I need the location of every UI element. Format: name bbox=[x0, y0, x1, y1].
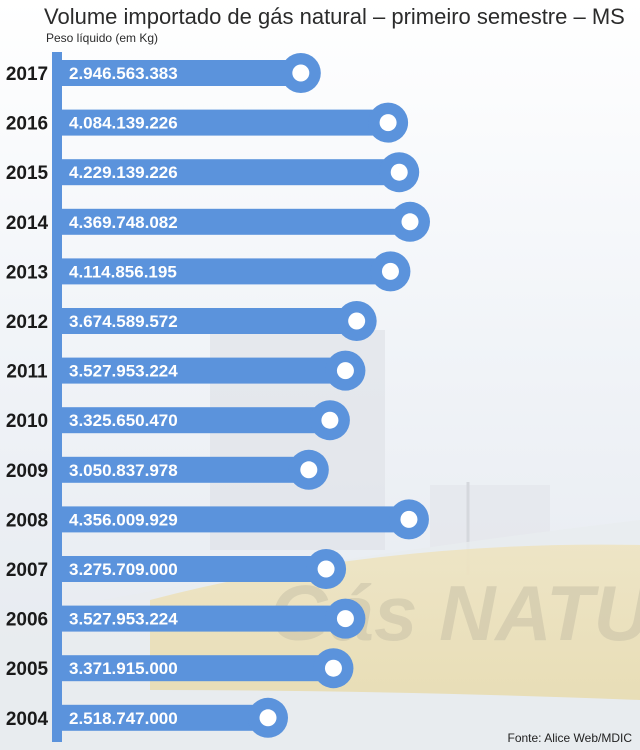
year-label: 2014 bbox=[6, 213, 49, 234]
year-label: 2007 bbox=[6, 560, 48, 581]
value-label: 4.356.009.929 bbox=[69, 510, 178, 529]
year-label: 2004 bbox=[6, 709, 49, 730]
value-label: 4.229.139.226 bbox=[69, 163, 178, 182]
bar-end-dot bbox=[321, 411, 339, 429]
value-label: 3.275.709.000 bbox=[69, 560, 178, 579]
value-label: 2.518.747.000 bbox=[69, 709, 178, 728]
value-label: 4.084.139.226 bbox=[69, 114, 178, 133]
bar-end-dot bbox=[400, 510, 418, 528]
value-label: 3.527.953.224 bbox=[69, 610, 178, 629]
year-label: 2016 bbox=[6, 114, 48, 135]
bar-end-dot bbox=[401, 213, 419, 231]
bar-end-dot bbox=[259, 709, 277, 727]
year-label: 2010 bbox=[6, 411, 48, 432]
bar-end-dot bbox=[390, 163, 408, 181]
bar bbox=[62, 655, 334, 682]
bar bbox=[62, 60, 301, 86]
year-label: 2005 bbox=[6, 659, 49, 680]
year-label: 2013 bbox=[6, 262, 48, 283]
year-label: 2009 bbox=[6, 461, 48, 482]
value-label: 3.527.953.224 bbox=[69, 362, 178, 381]
bar bbox=[62, 357, 346, 384]
year-label: 2011 bbox=[6, 362, 48, 383]
bar-end-dot bbox=[324, 659, 342, 677]
bar bbox=[62, 208, 410, 235]
bar bbox=[62, 704, 268, 731]
value-label: 4.369.748.082 bbox=[69, 213, 178, 232]
year-label: 2008 bbox=[6, 510, 48, 531]
bar-end-dot bbox=[336, 610, 354, 628]
bar-end-dot bbox=[348, 312, 366, 330]
bar bbox=[62, 556, 327, 582]
bar-end-dot bbox=[381, 262, 399, 280]
value-label: 2.946.563.383 bbox=[69, 64, 178, 83]
bar bbox=[62, 506, 409, 533]
bar bbox=[62, 605, 346, 632]
value-label: 3.325.650.470 bbox=[69, 411, 178, 430]
year-label: 2006 bbox=[6, 610, 48, 631]
bar-end-dot bbox=[317, 560, 335, 578]
year-label: 2012 bbox=[6, 312, 48, 333]
value-label: 4.114.856.195 bbox=[69, 262, 177, 281]
vertical-axis-line bbox=[52, 52, 62, 742]
bar bbox=[62, 109, 389, 136]
value-label: 3.050.837.978 bbox=[69, 461, 178, 480]
bar bbox=[62, 407, 330, 434]
bar-end-dot bbox=[379, 114, 397, 132]
bar bbox=[62, 456, 309, 483]
bar bbox=[62, 308, 357, 334]
bar-end-dot bbox=[336, 362, 354, 380]
bar-end-dot bbox=[292, 64, 310, 82]
chart-subtitle: Peso líquido (em Kg) bbox=[46, 31, 159, 45]
bar bbox=[62, 159, 400, 186]
year-label: 2017 bbox=[6, 64, 48, 85]
bar-end-dot bbox=[300, 461, 318, 479]
year-label: 2015 bbox=[6, 163, 49, 184]
value-label: 3.674.589.572 bbox=[69, 312, 178, 331]
source-note: Fonte: Alice Web/MDIC bbox=[507, 731, 633, 745]
bar bbox=[62, 258, 391, 285]
value-label: 3.371.915.000 bbox=[69, 659, 178, 678]
chart-title: Volume importado de gás natural – primei… bbox=[44, 4, 625, 29]
